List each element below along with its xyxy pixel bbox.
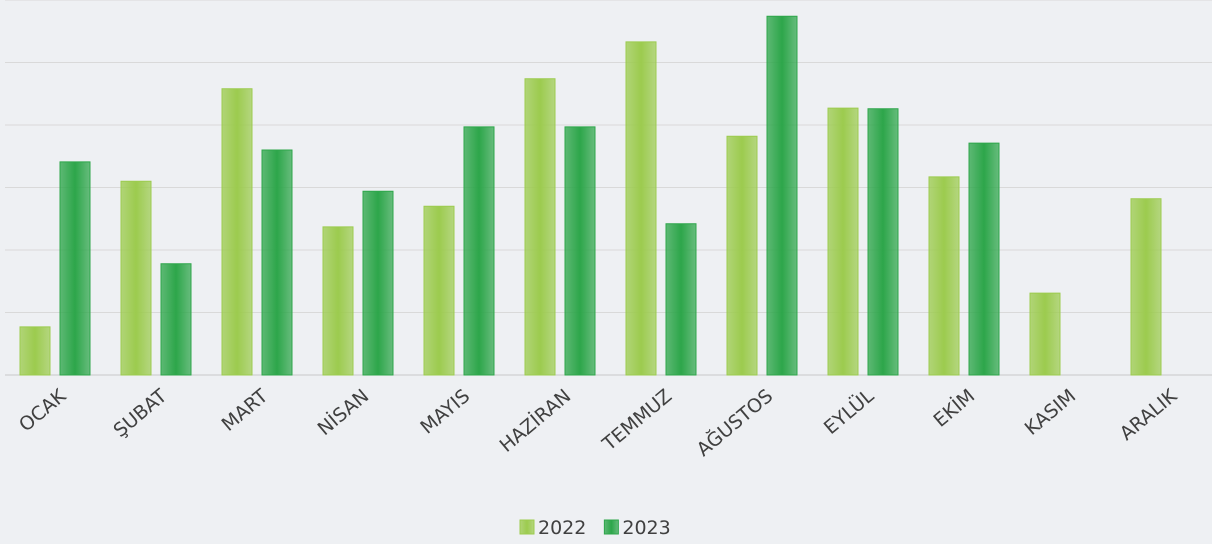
bar [1130, 198, 1162, 376]
bar [867, 108, 899, 376]
bar [463, 126, 495, 376]
bar [322, 226, 354, 376]
legend-swatch [603, 519, 619, 535]
bar [827, 107, 859, 376]
bar [120, 180, 152, 376]
bar [362, 190, 394, 376]
bar [423, 205, 455, 376]
bar [1029, 292, 1061, 376]
bar [625, 41, 657, 376]
bar [726, 135, 758, 376]
bar [564, 126, 596, 376]
legend-swatch [519, 519, 535, 535]
bar [766, 15, 798, 376]
legend-label: 2023 [622, 517, 670, 539]
bar [261, 149, 293, 376]
bar [160, 263, 192, 376]
bar [19, 326, 51, 376]
bar [221, 88, 253, 376]
bar [59, 161, 91, 376]
bar [665, 223, 697, 376]
legend-label: 2022 [538, 517, 586, 539]
bar [968, 142, 1000, 376]
bar [928, 176, 960, 376]
bar [524, 78, 556, 376]
